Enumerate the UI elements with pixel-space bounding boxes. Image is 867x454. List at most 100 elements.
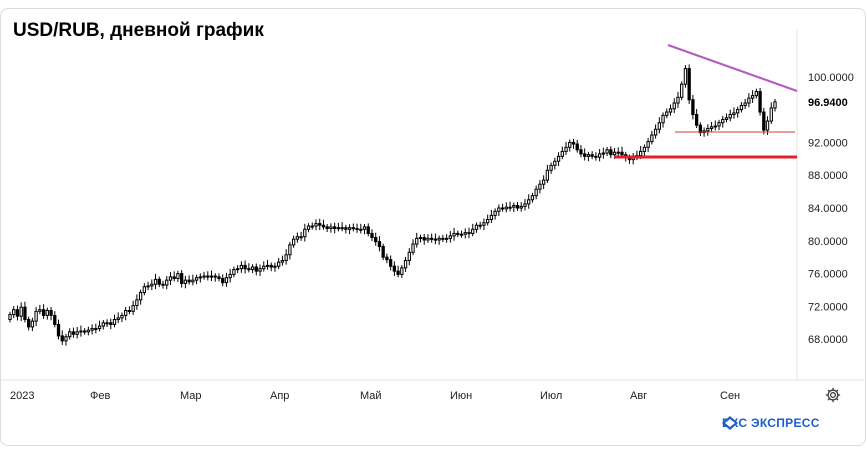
- candle: [448, 231, 452, 243]
- candle: [549, 162, 553, 174]
- candle: [94, 323, 98, 334]
- candle: [180, 270, 184, 288]
- candle: [478, 221, 482, 230]
- candle: [168, 272, 173, 285]
- bcs-logo-icon: [722, 416, 738, 430]
- candle: [235, 265, 240, 274]
- candle: [183, 275, 188, 289]
- candle: [456, 230, 460, 238]
- candle: [530, 192, 535, 203]
- candle: [433, 233, 438, 245]
- candle: [418, 234, 423, 243]
- candle: [377, 236, 382, 252]
- candle: [728, 109, 732, 122]
- candle: [228, 268, 232, 283]
- candle: [359, 223, 363, 234]
- price-axis: 100.0000 92.0000 88.0000 84.0000 80.0000 76.0…: [808, 72, 854, 346]
- candle: [314, 219, 318, 231]
- candle: [318, 218, 322, 231]
- candle: [209, 270, 214, 282]
- candle: [224, 272, 229, 287]
- candle: [459, 230, 464, 238]
- candle: [303, 223, 307, 242]
- candle: [650, 130, 654, 145]
- candle: [512, 202, 516, 213]
- candle: [265, 259, 270, 270]
- candle: [8, 311, 12, 323]
- candle: [739, 101, 744, 113]
- candle: [541, 175, 546, 190]
- candle: [381, 243, 385, 261]
- x-tick-label: Мар: [180, 390, 202, 402]
- candle: [142, 283, 146, 296]
- candle: [721, 115, 725, 128]
- candle: [556, 152, 561, 167]
- overlays: [614, 43, 798, 159]
- candle: [504, 202, 508, 213]
- candle: [467, 227, 471, 239]
- candle: [112, 314, 117, 328]
- candle: [392, 261, 397, 276]
- time-axis: 2023 Фев Мар Апр Май Июн Июл Авг Сен: [10, 390, 740, 402]
- y-tick-label: 84.0000: [808, 203, 848, 215]
- resistance-trendline: [667, 43, 798, 93]
- candle: [575, 139, 579, 153]
- candle: [430, 233, 434, 243]
- candle: [762, 107, 766, 135]
- candle: [758, 88, 762, 116]
- candle: [194, 274, 199, 285]
- candle: [161, 280, 165, 289]
- candle: [497, 204, 501, 217]
- x-tick-label: Апр: [270, 390, 289, 402]
- x-tick-label: Фев: [90, 390, 110, 402]
- candle: [101, 319, 105, 330]
- candle: [493, 208, 497, 220]
- x-tick-label: Июн: [450, 390, 472, 402]
- candle: [642, 144, 647, 156]
- candle: [653, 124, 658, 139]
- candle: [71, 327, 76, 338]
- candle: [631, 152, 635, 165]
- candle: [109, 318, 113, 330]
- candle: [523, 199, 527, 211]
- candle: [34, 307, 38, 326]
- candle: [676, 91, 680, 108]
- candle: [597, 149, 602, 162]
- candle: [105, 319, 109, 327]
- last-price-box: [800, 93, 860, 110]
- candle: [347, 224, 352, 235]
- candle: [97, 320, 102, 332]
- candle: [86, 326, 91, 336]
- candle: [12, 306, 16, 319]
- candle: [665, 108, 669, 119]
- gear-icon[interactable]: [824, 386, 842, 404]
- y-tick-label: 88.0000: [808, 170, 848, 182]
- candle: [411, 239, 415, 256]
- candle: [49, 306, 53, 321]
- candle: [635, 150, 639, 161]
- candle: [340, 222, 344, 232]
- candle: [698, 122, 703, 137]
- candle: [437, 235, 441, 245]
- candle: [508, 201, 512, 212]
- candle: [288, 242, 292, 260]
- candle: [422, 233, 426, 245]
- candle: [135, 294, 139, 310]
- candle: [165, 275, 169, 290]
- last-price-marker: 96.9400: [800, 93, 860, 110]
- candle: [616, 147, 620, 158]
- candle: [683, 65, 688, 88]
- candle: [116, 312, 120, 324]
- candle: [519, 202, 523, 212]
- candle: [277, 257, 281, 270]
- candle: [527, 194, 531, 209]
- candle: [444, 234, 449, 243]
- candle: [321, 219, 326, 230]
- candle: [400, 264, 404, 278]
- candle: [568, 139, 572, 152]
- candle: [571, 138, 576, 149]
- candle: [724, 113, 729, 123]
- candle: [153, 273, 158, 290]
- candle: [426, 234, 430, 243]
